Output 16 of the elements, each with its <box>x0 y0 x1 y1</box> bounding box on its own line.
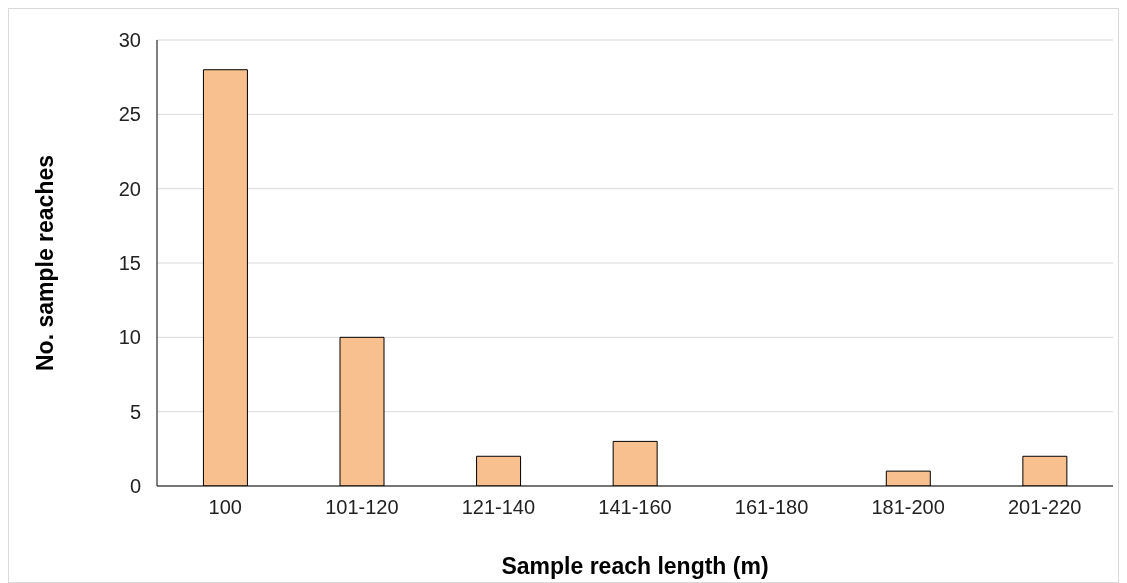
y-axis-title: No. sample reaches <box>32 154 59 372</box>
y-tick-label: 5 <box>129 400 141 423</box>
y-tick-label: 25 <box>118 103 141 126</box>
x-tick-label: 181-200 <box>871 496 945 519</box>
y-tick-label: 0 <box>129 475 141 498</box>
x-tick-label: 121-140 <box>461 496 536 519</box>
y-tick-label: 10 <box>118 326 141 349</box>
x-tick-label: 100 <box>208 496 242 519</box>
y-tick-label: 30 <box>118 29 141 52</box>
x-tick-label: 141-160 <box>598 496 672 519</box>
x-tick-label: 201-220 <box>1008 496 1082 519</box>
x-tick-label: 161-180 <box>734 496 809 519</box>
x-tick-label: 101-120 <box>325 496 399 519</box>
y-tick-label: 15 <box>118 252 141 275</box>
y-tick-label: 20 <box>118 177 141 200</box>
x-axis-title: Sample reach length (m) <box>501 553 769 579</box>
